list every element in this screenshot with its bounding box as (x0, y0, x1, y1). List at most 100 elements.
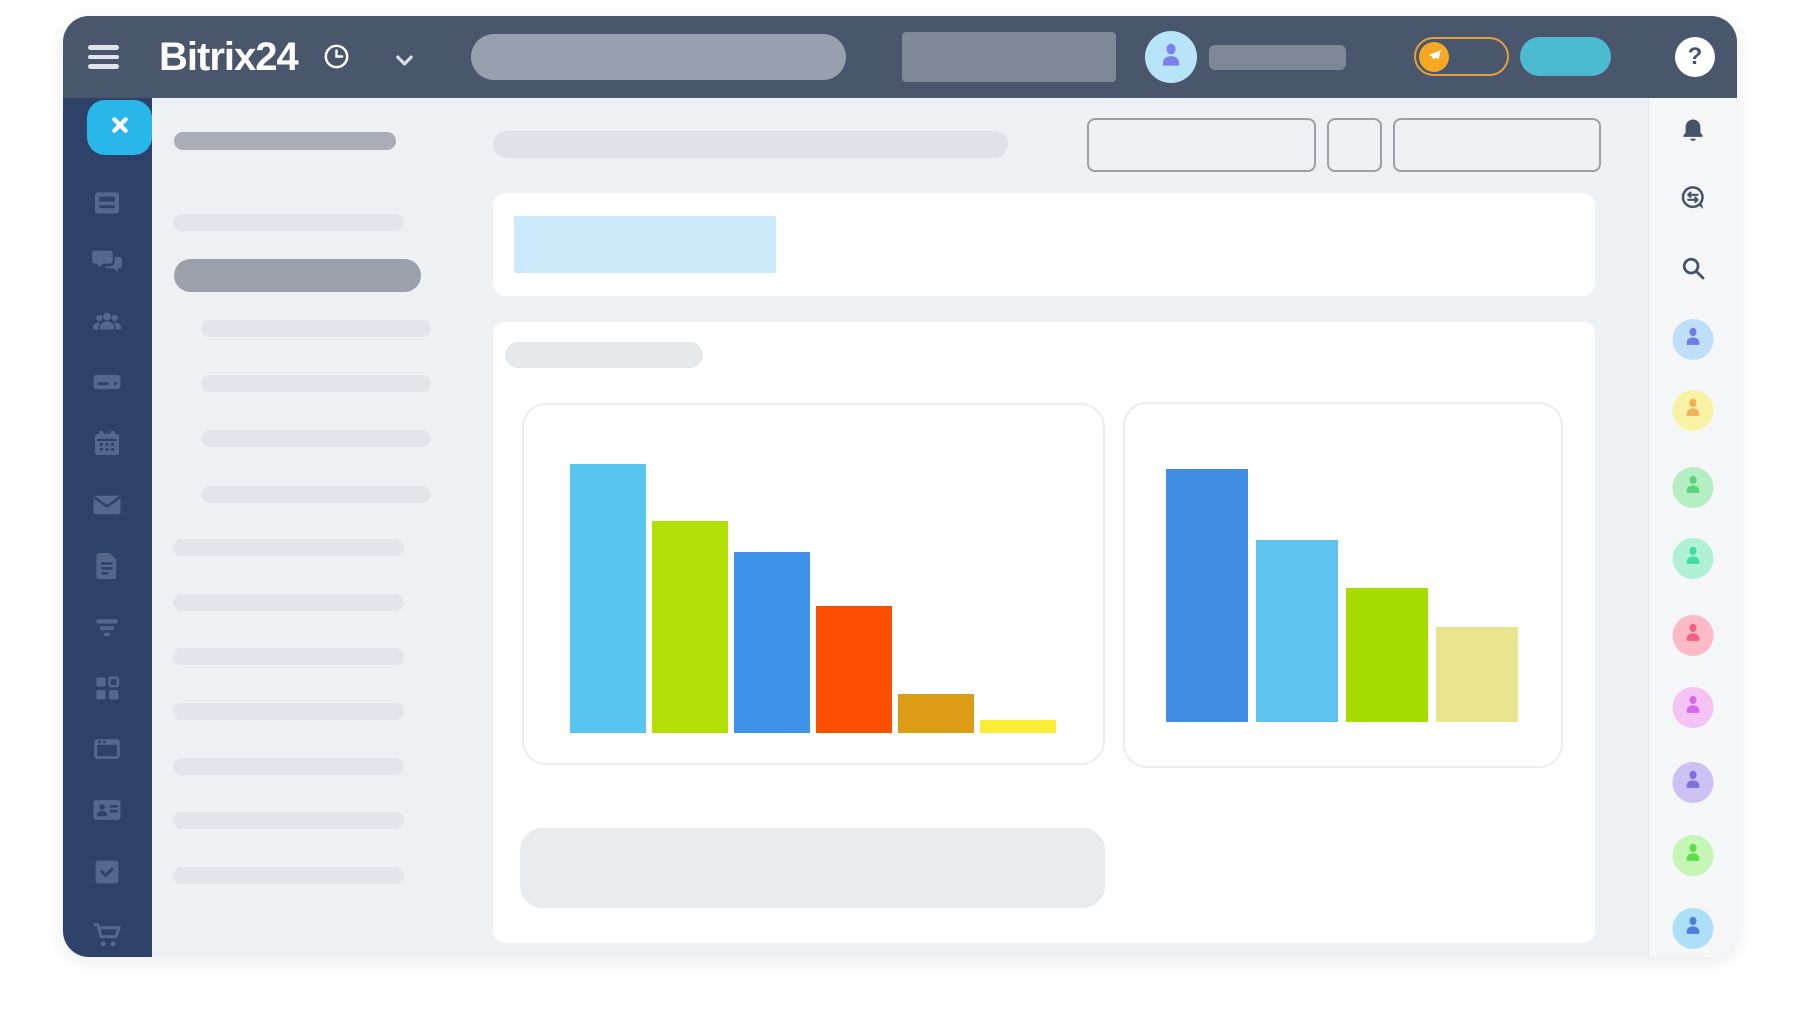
sidebar-item-drive[interactable] (90, 365, 124, 399)
widgets-icon (90, 676, 124, 709)
app-logo[interactable]: Bitrix24 (159, 34, 299, 79)
search-bar-placeholder[interactable] (471, 34, 846, 80)
banner-placeholder (514, 216, 776, 273)
chevron-down-icon[interactable] (393, 49, 416, 66)
chart-1-bar-3 (734, 552, 810, 733)
online-user-avatar[interactable] (1672, 614, 1714, 656)
person-icon (1681, 913, 1706, 943)
sidebar-item-chat[interactable] (90, 245, 124, 279)
close-icon (105, 110, 135, 145)
menu-line (88, 64, 119, 69)
drive-icon (90, 374, 124, 403)
person-icon (1681, 395, 1706, 425)
newsfeed-icon (90, 192, 124, 224)
menu-item-placeholder[interactable] (173, 812, 404, 829)
person-icon (1681, 324, 1706, 354)
menu-item-placeholder[interactable] (174, 132, 396, 150)
messenger-icon (1678, 186, 1708, 217)
header-control-large[interactable] (1087, 118, 1316, 172)
menu-item-placeholder[interactable] (173, 867, 404, 884)
chart-1-bar-6 (980, 720, 1056, 733)
sidebar-item-widgets[interactable] (90, 671, 124, 705)
menu-item-placeholder[interactable] (173, 539, 404, 556)
page-title-placeholder (493, 131, 1008, 158)
search-button[interactable] (1678, 253, 1708, 283)
menu-item-placeholder[interactable] (173, 214, 404, 231)
person-icon (1681, 543, 1706, 573)
online-user-avatar[interactable] (1672, 907, 1714, 949)
market-icon (90, 922, 124, 956)
menu-item-placeholder[interactable] (173, 758, 404, 775)
calendar-icon (90, 430, 124, 464)
top-bar: Bitrix24 ? (63, 16, 1737, 98)
help-button[interactable]: ? (1675, 37, 1715, 77)
sidebar-item-tasks[interactable] (90, 855, 124, 889)
online-user-avatar[interactable] (1672, 761, 1714, 803)
person-icon (1681, 620, 1706, 650)
menu-icon[interactable] (88, 45, 119, 69)
sidebar-item-sites[interactable] (90, 732, 124, 766)
online-user-avatar[interactable] (1672, 389, 1714, 431)
chart-1-bar-5 (898, 694, 974, 733)
chart-2-bar-3 (1346, 588, 1428, 722)
chart-2-bar-4 (1436, 627, 1518, 722)
person-icon (1681, 840, 1706, 870)
contacts-icon (90, 800, 124, 831)
banner-card (493, 193, 1595, 296)
online-user-avatar[interactable] (1672, 834, 1714, 876)
sidebar-item-crm[interactable] (90, 610, 124, 644)
messenger-button[interactable] (1678, 183, 1708, 213)
chart-2-bar-1 (1166, 469, 1248, 722)
sidebar-close-button[interactable] (87, 100, 152, 155)
upgrade-toggle[interactable] (1414, 37, 1509, 76)
sidebar-item-employees[interactable] (90, 305, 124, 339)
documents-icon (90, 552, 124, 586)
bar-chart-2 (1166, 469, 1518, 722)
chart-panel-1 (522, 403, 1105, 765)
bell-icon (1678, 119, 1708, 150)
crm-icon (90, 619, 124, 648)
left-sidebar (63, 98, 152, 957)
chart-1-bar-4 (816, 606, 892, 733)
mail-icon (90, 495, 124, 526)
menu-item-placeholder[interactable] (173, 594, 404, 611)
sidebar-item-mail[interactable] (90, 488, 124, 522)
sidebar-item-calendar[interactable] (90, 426, 124, 460)
online-user-avatar[interactable] (1672, 686, 1714, 728)
person-icon (1681, 692, 1706, 722)
chart-1-bar-2 (652, 521, 728, 733)
user-avatar[interactable] (1145, 31, 1197, 83)
menu-item-placeholder-selected[interactable] (174, 259, 421, 292)
menu-item-placeholder[interactable] (173, 703, 404, 720)
person-icon (1681, 472, 1706, 502)
person-icon (1155, 39, 1187, 76)
online-user-avatar[interactable] (1672, 537, 1714, 579)
search-icon (1678, 257, 1708, 287)
header-control-wide[interactable] (1393, 118, 1601, 172)
online-user-avatar[interactable] (1672, 466, 1714, 508)
menu-item-placeholder[interactable] (201, 375, 431, 392)
sidebar-item-market[interactable] (90, 918, 124, 952)
sidebar-item-documents[interactable] (90, 548, 124, 582)
menu-item-placeholder[interactable] (173, 648, 404, 665)
online-user-avatar[interactable] (1672, 318, 1714, 360)
clock-icon (323, 43, 350, 70)
chart-2-bar-2 (1256, 540, 1338, 722)
tasks-icon (90, 860, 124, 893)
card-title-placeholder (505, 342, 703, 368)
menu-item-placeholder[interactable] (201, 486, 431, 503)
sidebar-item-contacts[interactable] (90, 793, 124, 827)
sidebar-item-newsfeed[interactable] (90, 186, 124, 220)
right-rail (1648, 98, 1737, 957)
report-card (493, 322, 1595, 943)
username-placeholder (1209, 45, 1346, 70)
menu-item-placeholder[interactable] (201, 320, 431, 337)
header-control-small[interactable] (1327, 118, 1382, 172)
sites-icon (90, 739, 124, 770)
paper-plane-icon (1419, 41, 1449, 72)
notifications-button[interactable] (1678, 116, 1708, 146)
menu-item-placeholder[interactable] (201, 430, 431, 447)
chart-panel-2 (1123, 402, 1563, 768)
chart-1-bar-1 (570, 464, 646, 733)
primary-action-button[interactable] (1520, 37, 1611, 76)
